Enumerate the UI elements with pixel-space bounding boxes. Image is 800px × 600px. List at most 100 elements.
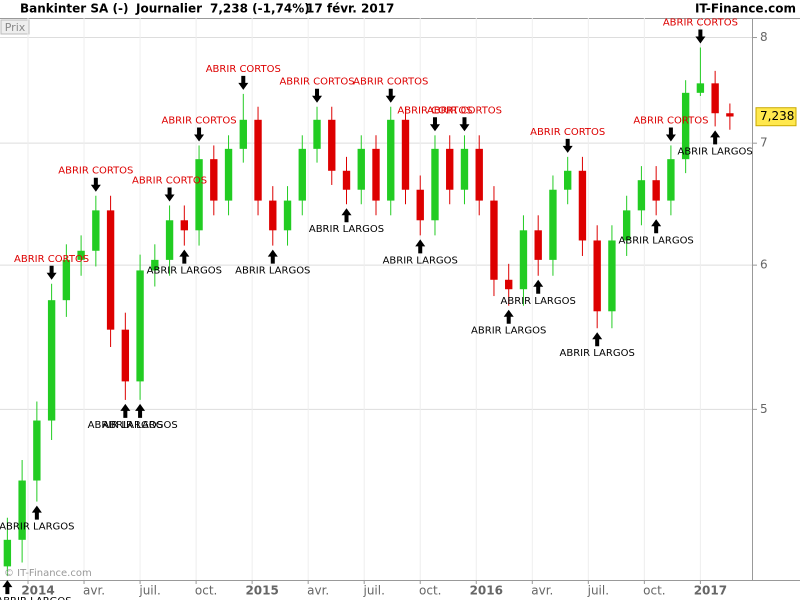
long-arrow bbox=[592, 332, 603, 347]
candle-body bbox=[313, 119, 321, 149]
short-arrow bbox=[90, 177, 101, 192]
signal-label: ABRIR CORTOS bbox=[663, 17, 738, 28]
y-tick-label: 6 bbox=[760, 258, 768, 272]
signal-label: ABRIR CORTOS bbox=[397, 105, 472, 116]
signal-label: ABRIR CORTOS bbox=[161, 115, 236, 126]
short-arrow bbox=[665, 127, 676, 142]
signal-label: ABRIR CORTOS bbox=[14, 254, 89, 265]
chart-title: Bankinter SA (-) bbox=[20, 2, 128, 16]
candle-body bbox=[387, 119, 395, 201]
signal-label: ABRIR LARGOS bbox=[560, 348, 635, 359]
candle-body bbox=[416, 189, 424, 221]
date: 17 févr. 2017 bbox=[306, 2, 394, 16]
signal-label: ABRIR LARGOS bbox=[235, 266, 310, 277]
x-tick-label: avr. bbox=[307, 584, 329, 598]
candle-body bbox=[357, 148, 365, 190]
candle-body bbox=[210, 159, 218, 201]
short-arrow bbox=[459, 117, 470, 132]
signal-label: ABRIR LARGOS bbox=[88, 420, 163, 431]
candle-body bbox=[505, 279, 513, 290]
signal-label: ABRIR CORTOS bbox=[58, 166, 133, 177]
y-tick-label: 7 bbox=[760, 136, 768, 150]
long-arrow bbox=[135, 403, 146, 418]
signal-label: ABRIR LARGOS bbox=[102, 420, 177, 431]
candle-body bbox=[652, 180, 660, 201]
x-tick-label: oct. bbox=[419, 584, 441, 598]
candle-body bbox=[165, 220, 174, 260]
long-arrow bbox=[120, 403, 131, 418]
signal-label: ABRIR LARGOS bbox=[677, 146, 752, 157]
short-arrow bbox=[695, 29, 706, 44]
x-tick-label: 2016 bbox=[470, 584, 503, 598]
candle-body bbox=[239, 119, 247, 149]
short-arrow bbox=[164, 187, 175, 202]
candle-body bbox=[490, 200, 498, 280]
candle-body bbox=[667, 159, 675, 201]
signal-label: ABRIR CORTOS bbox=[206, 64, 281, 75]
candle-body bbox=[534, 230, 542, 260]
current-price-label: 7,238 bbox=[760, 109, 794, 123]
signal-label: ABRIR CORTOS bbox=[132, 175, 207, 186]
x-tick-label: juil. bbox=[362, 584, 384, 598]
candle-body bbox=[92, 210, 100, 251]
candle-body bbox=[33, 420, 41, 481]
signal-label: ABRIR LARGOS bbox=[501, 296, 576, 307]
signal-label: ABRIR LARGOS bbox=[147, 266, 222, 277]
y-axis-label: Prix bbox=[5, 21, 26, 34]
current-price-box bbox=[755, 107, 797, 127]
long-arrow bbox=[2, 580, 13, 595]
candle-body bbox=[3, 539, 12, 567]
candle-body bbox=[77, 250, 85, 260]
candle-body bbox=[681, 92, 690, 160]
candle-body bbox=[401, 119, 410, 190]
signal-label: ABRIR CORTOS bbox=[279, 77, 354, 88]
short-arrow bbox=[194, 127, 205, 142]
short-arrow bbox=[562, 138, 573, 153]
x-tick-label: 2015 bbox=[245, 584, 278, 598]
candle-body bbox=[298, 148, 306, 201]
long-arrow bbox=[179, 249, 190, 264]
watermark: © IT-Finance.com bbox=[4, 568, 92, 579]
signal-label: ABRIR LARGOS bbox=[309, 224, 384, 235]
signal-label: ABRIR LARGOS bbox=[0, 596, 72, 600]
long-arrow bbox=[533, 279, 544, 294]
candle-body bbox=[696, 83, 705, 93]
long-arrow bbox=[710, 130, 721, 145]
signal-label: ABRIR CORTOS bbox=[353, 77, 428, 88]
long-arrow bbox=[267, 249, 278, 264]
last-price: 7,238 (-1,74%) bbox=[210, 2, 310, 16]
candle-body bbox=[549, 189, 557, 260]
candle-body bbox=[431, 148, 439, 221]
long-arrow bbox=[651, 219, 662, 234]
signal-label: ABRIR LARGOS bbox=[383, 255, 458, 266]
long-arrow bbox=[341, 208, 352, 223]
signal-label: ABRIR LARGOS bbox=[619, 235, 694, 246]
signal-label: ABRIR CORTOS bbox=[633, 115, 708, 126]
signal-label: ABRIR LARGOS bbox=[471, 326, 546, 337]
ylabel-box bbox=[0, 19, 30, 35]
candle-body bbox=[18, 480, 26, 540]
period: Journalier bbox=[135, 2, 202, 16]
x-tick-label: 2014 bbox=[21, 584, 54, 598]
long-arrow bbox=[415, 239, 426, 254]
signal-label: ABRIR CORTOS bbox=[427, 105, 502, 116]
grid-layer bbox=[0, 18, 752, 580]
x-tick-label: oct. bbox=[643, 584, 665, 598]
long-arrow bbox=[31, 505, 42, 520]
source: IT-Finance.com bbox=[695, 2, 796, 16]
candle-body bbox=[593, 240, 601, 312]
candle-body bbox=[224, 148, 233, 201]
x-tick-label: avr. bbox=[83, 584, 105, 598]
candle-body bbox=[637, 180, 646, 211]
candle-body bbox=[475, 148, 483, 201]
x-tick-label: 2017 bbox=[694, 584, 727, 598]
candle-body bbox=[62, 259, 71, 301]
candle-body bbox=[622, 210, 631, 241]
candle-body bbox=[328, 119, 336, 171]
candle-body bbox=[195, 159, 203, 231]
candle-body bbox=[460, 148, 469, 190]
signal-label: ABRIR CORTOS bbox=[530, 127, 605, 138]
short-arrow bbox=[46, 265, 57, 280]
short-arrow bbox=[312, 88, 323, 103]
